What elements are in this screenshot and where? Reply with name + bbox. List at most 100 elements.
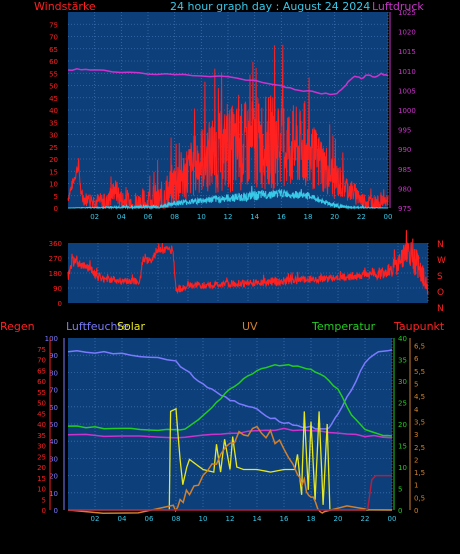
right-tick-label: 1025 [398,9,416,17]
rain-tick-label: 5 [42,496,46,504]
humidity-tick-label: 60 [49,404,58,412]
rain-tick-label: 35 [37,432,46,440]
x-tick-label: 04 [118,515,127,523]
temp-tick-label: 15 [398,443,407,451]
uv-tick-label: 3,5 [414,418,425,426]
dir-tick-label: 90 [53,285,62,293]
compass-label: N [437,304,444,314]
compass-label: W [437,256,446,266]
solar-ticks: 02 04 06 08 10 12 14 16 18 20 22 000510152025303540… [37,335,425,523]
x-tick-label: 02 [91,515,100,523]
humidity-tick-label: 40 [49,438,58,446]
x-tick-label: 14 [250,213,259,221]
humidity-tick-label: 50 [49,421,58,429]
x-tick-label: 02 [90,213,99,221]
humidity-tick-label: 10 [49,490,58,498]
uv-tick-label: 6 [414,355,419,363]
x-tick-label: 00 [388,515,397,523]
x-tick-label: 18 [304,213,313,221]
left-tick-label: 15 [49,168,58,176]
left-tick-label: 0 [54,205,58,213]
rain-tick-label: 20 [37,464,46,472]
right-tick-label: 975 [398,205,411,213]
rain-tick-label: 50 [37,400,46,408]
uv-tick-label: 5 [414,381,418,389]
right-tick-label: 1015 [398,48,416,56]
x-tick-label: 00 [384,213,393,221]
right-tick-label: 995 [398,127,411,135]
x-tick-label: 10 [197,213,206,221]
dir-tick-label: 0 [58,300,62,308]
compass-label: N [437,240,444,250]
right-tick-label: 980 [398,185,411,193]
rain-tick-label: 40 [37,421,46,429]
dir-tick-label: 360 [49,240,62,248]
humidity-tick-label: 100 [45,335,58,343]
wind-ticks: 02 04 06 08 10 12 14 16 18 20 22 000510152025303540… [49,9,416,221]
x-tick-label: 20 [330,213,339,221]
rain-tick-label: 70 [37,357,46,365]
temp-tick-label: 40 [398,335,407,343]
temp-tick-label: 10 [398,464,407,472]
humidity-tick-label: 90 [49,352,58,360]
humidity-tick-label: 30 [49,455,58,463]
temp-tick-label: 25 [398,400,407,408]
luftdruck-label: Luftdruck [372,0,424,13]
temp-tick-label: 20 [398,421,407,429]
gust-line [67,44,389,210]
rain-line [68,474,392,511]
direction-series [67,230,429,295]
uv-tick-label: 0,5 [414,494,425,502]
uv-tick-label: 4,5 [414,393,425,401]
uv-tick-label: 0 [414,507,418,515]
rain-tick-label: 65 [37,367,46,375]
humidity-tick-label: 0 [54,507,58,515]
regen-label: Regen [0,320,35,333]
uv-tick-label: 1 [414,482,418,490]
direction-line [67,230,429,295]
uv-tick-label: 1,5 [414,469,425,477]
left-tick-label: 65 [49,46,58,54]
right-tick-label: 1010 [398,68,416,76]
x-tick-label: 04 [117,213,126,221]
wind-series [67,44,389,210]
rain-tick-label: 10 [37,486,46,494]
rain-tick-label: 60 [37,378,46,386]
left-tick-label: 35 [49,119,58,127]
rain-tick-label: 25 [37,453,46,461]
humidity-tick-label: 20 [49,473,58,481]
x-tick-label: 12 [224,213,233,221]
x-tick-label: 22 [361,515,370,523]
x-tick-label: 18 [307,515,316,523]
right-tick-label: 1000 [398,107,416,115]
uv-tick-label: 4 [414,406,419,414]
compass-label: O [437,288,444,298]
left-tick-label: 75 [49,21,58,29]
uv-tick-label: 6,5 [414,343,425,351]
uv-line [67,425,393,514]
rain-tick-label: 0 [42,507,46,515]
humidity-tick-label: 70 [49,387,58,395]
left-tick-label: 45 [49,95,58,103]
x-tick-label: 16 [280,515,289,523]
uv-tick-label: 5,5 [414,368,425,376]
x-tick-label: 20 [334,515,343,523]
uv-label: UV [242,320,258,333]
x-tick-label: 08 [170,213,179,221]
temp-tick-label: 0 [398,507,402,515]
solar-line [68,407,392,511]
direction-grid [68,243,429,303]
compass-label: S [437,272,443,282]
temperatur-label: Temperatur [312,320,376,333]
left-tick-label: 20 [49,156,58,164]
x-tick-label: 14 [253,515,262,523]
temp-tick-label: 35 [398,357,407,365]
x-tick-label: 16 [277,213,286,221]
dewpoint-line [67,427,393,439]
left-tick-label: 50 [49,83,58,91]
uv-tick-label: 2,5 [414,444,425,452]
right-tick-label: 985 [398,166,411,174]
left-tick-label: 5 [54,193,58,201]
